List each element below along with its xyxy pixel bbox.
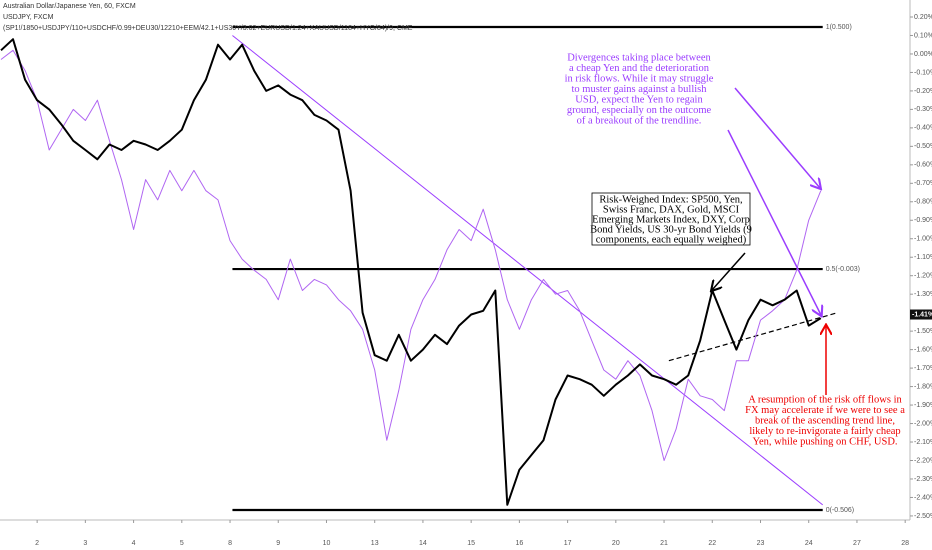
x-tick-label: 22 (708, 540, 716, 547)
x-tick-label: 8 (228, 540, 232, 547)
annotation-line: break of the ascending trend line, (755, 415, 895, 426)
y-tick-label: -0.20% (914, 88, 932, 95)
annotation-line: Divergences taking place between (567, 52, 711, 63)
annotation-line: components, each equally weighed) (596, 234, 747, 245)
x-tick-label: 21 (660, 540, 668, 547)
annotation-line: USD, expect the Yen to regain (575, 94, 703, 105)
x-tick-label: 4 (132, 540, 136, 547)
annotation-line: ground, especially on the outcome (567, 105, 712, 116)
price-marker-label: -1.41% (912, 311, 932, 318)
dashed-trendline (668, 312, 838, 362)
annotation-line: likely to re-invigorate a fairly cheap (749, 426, 900, 437)
x-tick-label: 5 (180, 540, 184, 547)
x-tick-label: 23 (757, 540, 765, 547)
y-tick-label: -2.40% (914, 494, 932, 501)
annotation-line: Yen, while pushing on CHF, USD. (752, 436, 897, 447)
level-label: 1(0.500) (826, 24, 852, 31)
x-tick-label: 3 (83, 540, 87, 547)
x-tick-label: 17 (564, 540, 572, 547)
chart-title: Australian Dollar/Japanese Yen, 60, FXCM (3, 3, 136, 10)
y-tick-label: -2.30% (914, 476, 932, 483)
y-tick-label: -1.10% (914, 254, 932, 261)
y-tick-label: -0.60% (914, 162, 932, 169)
y-tick-label: 0.00% (914, 51, 932, 58)
plot: 1(0.500) 0.5(-0.003) 0(-0.506) (0, 24, 860, 514)
level-label: 0.5(-0.003) (826, 266, 860, 273)
x-tick-label: 2 (35, 540, 39, 547)
x-tick-label: 20 (612, 540, 620, 547)
subtitle: USDJPY, FXCM (3, 14, 54, 21)
annotation-line: Bond Yields, US 30-yr Bond Yields (9 (590, 224, 752, 235)
annotation-line: of a breakout of the trendline. (577, 115, 702, 126)
arrow (734, 87, 820, 188)
y-tick-label: -0.50% (914, 143, 932, 150)
x-tick-label: 13 (371, 540, 379, 547)
annotation-line: a cheap Yen and the deterioration (569, 63, 710, 74)
annotation-line: Emerging Markets Index, DXY, Corp (592, 214, 750, 225)
y-tick-label: -0.90% (914, 217, 932, 224)
y-tick-label: -0.40% (914, 125, 932, 132)
y-tick-label: -1.90% (914, 402, 932, 409)
series-line (0, 38, 822, 506)
x-tick-label: 28 (901, 540, 909, 547)
y-tick-label: -1.60% (914, 346, 932, 353)
y-tick-label: -1.30% (914, 291, 932, 298)
y-tick-label: -2.50% (914, 513, 932, 520)
arrow (727, 129, 821, 315)
x-tick-label: 24 (805, 540, 813, 547)
formula: (SP1!/1850+USDJPY/110+USDCHF/0.99+DEU30/… (3, 25, 413, 32)
y-tick-label: 0.10% (914, 32, 932, 39)
series-line (0, 49, 822, 461)
annotation-line: to muster gains against a bullish (571, 84, 707, 95)
y-tick-label: -1.80% (914, 383, 932, 390)
trendline (232, 35, 824, 506)
annotation-line: A resumption of the risk off flows in (748, 394, 902, 405)
level-label: 0(-0.506) (826, 507, 854, 514)
annotation-line: Swiss Franc, DAX, Gold, MSCI (603, 204, 740, 215)
y-tick-label: 0.20% (914, 14, 932, 21)
y-tick-label: -1.00% (914, 236, 932, 243)
y-tick-label: -0.10% (914, 69, 932, 76)
x-tick-label: 9 (276, 540, 280, 547)
x-tick-label: 15 (467, 540, 475, 547)
y-tick-label: -2.20% (914, 457, 932, 464)
y-tick-label: -1.50% (914, 328, 932, 335)
y-tick-label: -2.10% (914, 439, 932, 446)
arrow (712, 252, 746, 290)
x-tick-label: 27 (853, 540, 861, 547)
y-tick-label: -0.70% (914, 180, 932, 187)
annotation-line: Risk-Weighed Index: SP500, Yen, (599, 194, 742, 205)
y-tick-label: -2.00% (914, 420, 932, 427)
x-tick-label: 10 (323, 540, 331, 547)
y-tick-label: -1.20% (914, 273, 932, 280)
annotation-line: FX may accelerate if we were to see a (745, 405, 905, 416)
note-box (591, 192, 751, 246)
y-tick-label: -1.70% (914, 365, 932, 372)
x-tick-label: 16 (515, 540, 523, 547)
price-marker (910, 309, 932, 320)
annotation-line: in risk flows. While it may struggle (565, 73, 714, 84)
y-tick-label: -0.80% (914, 199, 932, 206)
x-tick-label: 14 (419, 540, 427, 547)
y-tick-label: -0.30% (914, 106, 932, 113)
